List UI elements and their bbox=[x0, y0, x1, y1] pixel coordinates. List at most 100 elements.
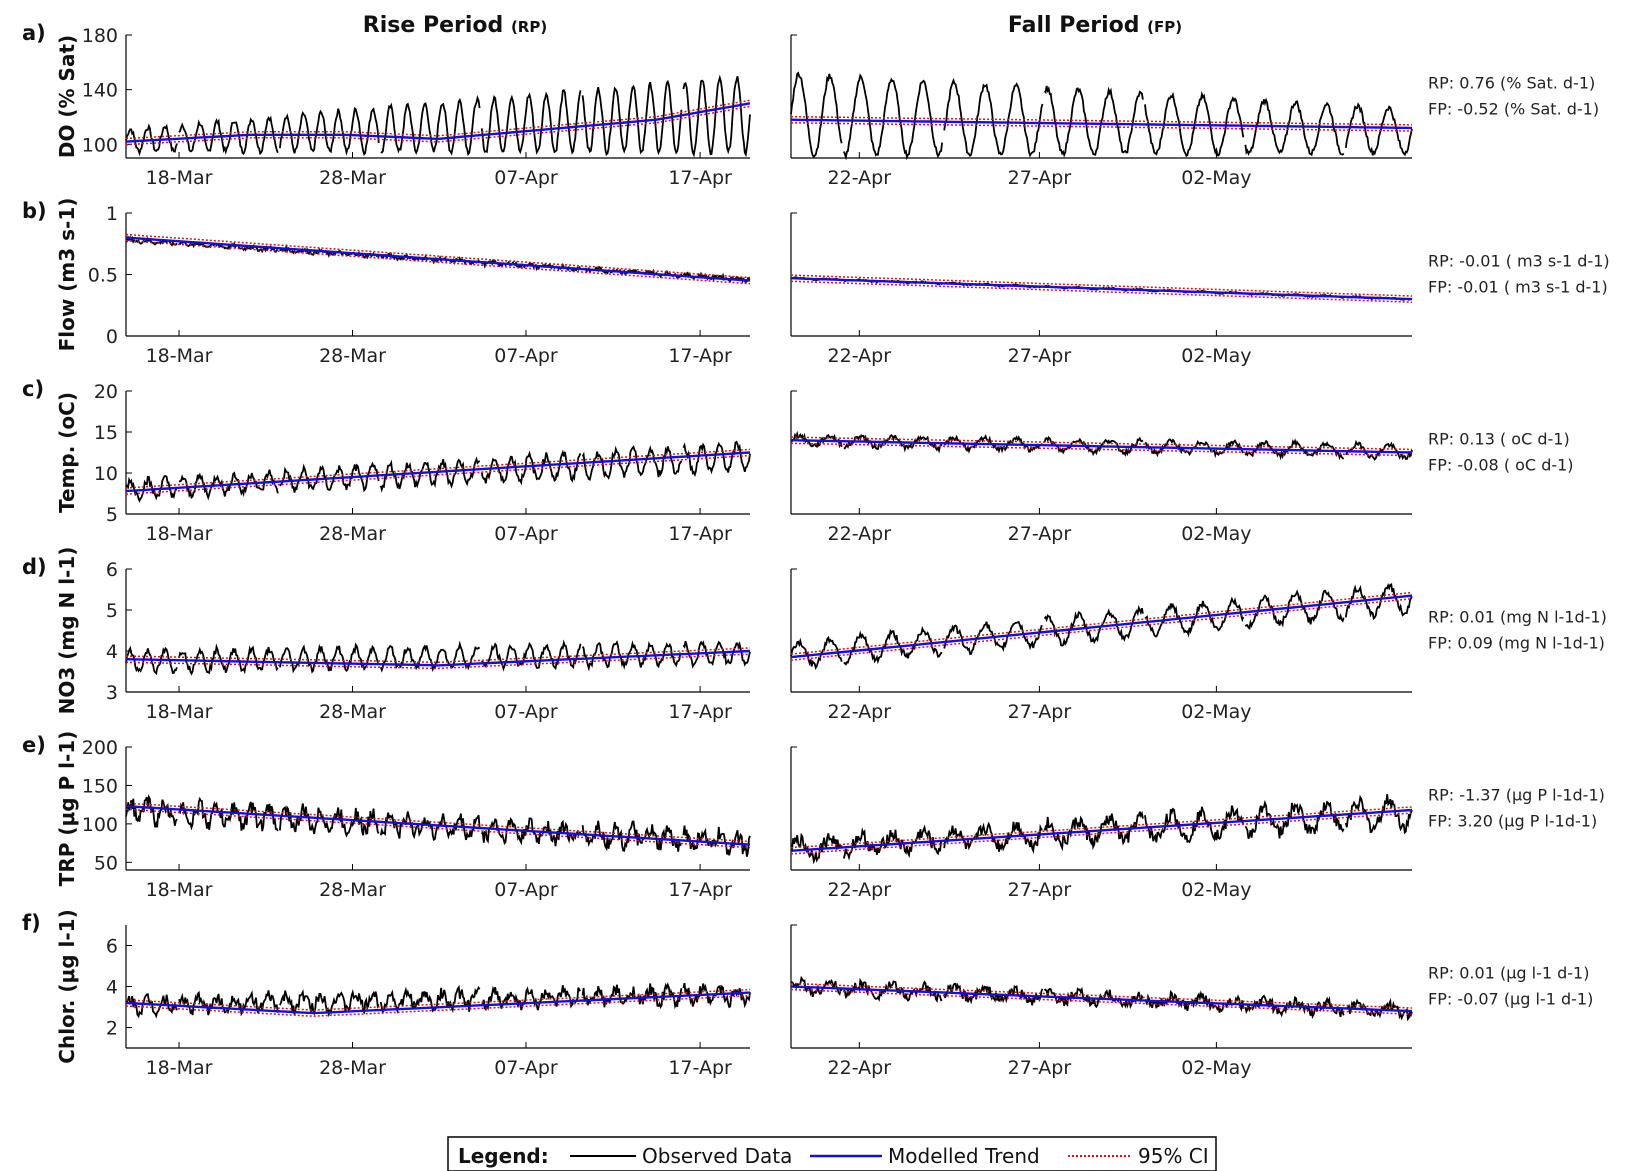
trend-line-fall-3 bbox=[790, 594, 1413, 659]
y-tick-label-3-2: 5 bbox=[106, 600, 118, 622]
observed-line-rise-2 bbox=[125, 440, 751, 503]
fall-period-title: Fall Period (FP) bbox=[1008, 13, 1182, 38]
trend-line-fall-2 bbox=[790, 439, 1413, 454]
observed-line-fall-3 bbox=[790, 582, 1413, 671]
x-tick-label-fall-2-2: 02-May bbox=[1181, 523, 1251, 545]
x-tick-label-rise-0-0: 18-Mar bbox=[146, 167, 213, 189]
legend-box bbox=[447, 1136, 1217, 1171]
y-tick-label-4-3: 200 bbox=[82, 737, 118, 759]
x-tick-label-fall-3-0: 22-Apr bbox=[828, 701, 892, 723]
y-tick-label-5-1: 4 bbox=[106, 977, 118, 999]
ci-upper-rise-4 bbox=[125, 802, 751, 843]
x-tick-label-rise-4-3: 17-Apr bbox=[668, 879, 732, 901]
y-tick-label-2-3: 20 bbox=[94, 381, 118, 403]
x-tick-label-rise-1-1: 28-Mar bbox=[319, 345, 386, 367]
ci-upper-rise-2 bbox=[125, 448, 751, 489]
trend-line-fall-0 bbox=[790, 118, 1413, 130]
panel-label-0: a) bbox=[22, 21, 46, 45]
rp-rate-4: RP: -1.37 (μg P l-1d-1) bbox=[1428, 786, 1605, 805]
fp-rate-0: FP: -0.52 (% Sat. d-1) bbox=[1428, 100, 1599, 119]
fall-title-text: Fall Period bbox=[1008, 13, 1140, 38]
legend-ci-label: 95% CI bbox=[1138, 1144, 1209, 1168]
fall-abbr-text: (FP) bbox=[1147, 18, 1182, 36]
panel-label-5: f) bbox=[22, 911, 41, 935]
x-tick-label-rise-3-0: 18-Mar bbox=[146, 701, 213, 723]
x-tick-label-fall-2-0: 22-Apr bbox=[828, 523, 892, 545]
y-axis-label-2: Temp. (oC) bbox=[55, 392, 79, 513]
ci-upper-fall-3 bbox=[790, 591, 1413, 655]
x-tick-label-rise-3-2: 07-Apr bbox=[494, 701, 558, 723]
y-axis-label-4: TRP (μg P l-1) bbox=[55, 731, 79, 887]
rise-abbr-text: (RP) bbox=[511, 18, 547, 36]
y-tick-label-0-2: 180 bbox=[82, 25, 118, 47]
x-tick-label-rise-4-1: 28-Mar bbox=[319, 879, 386, 901]
trend-line-fall-1 bbox=[790, 277, 1413, 301]
x-tick-label-fall-3-2: 02-May bbox=[1181, 701, 1251, 723]
ci-lower-rise-1 bbox=[125, 239, 751, 285]
rp-rate-2: RP: 0.13 ( oC d-1) bbox=[1428, 430, 1570, 449]
trend-line-rise-3 bbox=[125, 649, 751, 667]
x-tick-label-fall-4-2: 02-May bbox=[1181, 879, 1251, 901]
fp-rate-1: FP: -0.01 ( m3 s-1 d-1) bbox=[1428, 278, 1608, 297]
x-tick-label-fall-0-0: 22-Apr bbox=[828, 167, 892, 189]
x-tick-label-fall-0-2: 02-May bbox=[1181, 167, 1251, 189]
x-tick-label-rise-5-1: 28-Mar bbox=[319, 1057, 386, 1079]
ci-upper-rise-0 bbox=[125, 99, 751, 140]
observed-line-fall-4 bbox=[790, 794, 1413, 865]
ci-lower-fall-2 bbox=[790, 442, 1413, 457]
ci-upper-rise-5 bbox=[125, 988, 751, 1011]
fp-rate-2: FP: -0.08 ( oC d-1) bbox=[1428, 456, 1574, 475]
rp-rate-3: RP: 0.01 (mg N l-1d-1) bbox=[1428, 608, 1607, 627]
ci-lower-fall-5 bbox=[790, 988, 1413, 1015]
x-tick-label-rise-2-1: 28-Mar bbox=[319, 523, 386, 545]
ci-lower-rise-2 bbox=[125, 454, 751, 495]
x-tick-label-rise-2-3: 17-Apr bbox=[668, 523, 732, 545]
x-tick-label-fall-5-0: 22-Apr bbox=[828, 1057, 892, 1079]
x-tick-label-rise-3-1: 28-Mar bbox=[319, 701, 386, 723]
x-tick-label-rise-2-2: 07-Apr bbox=[494, 523, 558, 545]
fp-rate-5: FP: -0.07 (μg l-1 d-1) bbox=[1428, 990, 1593, 1009]
trend-line-rise-0 bbox=[125, 102, 751, 143]
rp-rate-1: RP: -0.01 ( m3 s-1 d-1) bbox=[1428, 252, 1610, 271]
x-tick-label-fall-4-0: 22-Apr bbox=[828, 879, 892, 901]
x-tick-label-fall-0-1: 27-Apr bbox=[1008, 167, 1072, 189]
ci-lower-rise-3 bbox=[125, 653, 751, 670]
legend-observed-label: Observed Data bbox=[642, 1144, 792, 1168]
ci-lower-rise-4 bbox=[125, 808, 751, 849]
x-tick-label-fall-1-1: 27-Apr bbox=[1008, 345, 1072, 367]
ci-upper-rise-1 bbox=[125, 233, 751, 279]
x-tick-label-rise-1-0: 18-Mar bbox=[146, 345, 213, 367]
x-tick-label-rise-5-2: 07-Apr bbox=[494, 1057, 558, 1079]
x-tick-label-rise-1-3: 17-Apr bbox=[668, 345, 732, 367]
y-tick-label-1-0: 0 bbox=[106, 326, 118, 348]
y-axis-label-1: Flow (m3 s-1) bbox=[55, 198, 79, 352]
x-tick-label-fall-3-1: 27-Apr bbox=[1008, 701, 1072, 723]
fp-rate-3: FP: 0.09 (mg N l-1d-1) bbox=[1428, 634, 1605, 653]
y-tick-label-2-0: 5 bbox=[106, 504, 118, 526]
x-tick-label-rise-0-3: 17-Apr bbox=[668, 167, 732, 189]
y-tick-label-2-2: 15 bbox=[94, 422, 118, 444]
y-tick-label-1-1: 0.5 bbox=[88, 265, 118, 287]
legend: Legend: Observed Data Modelled Trend 95%… bbox=[447, 1136, 1217, 1171]
y-axis-label-0: DO (% Sat) bbox=[55, 35, 79, 158]
y-tick-label-2-1: 10 bbox=[94, 463, 118, 485]
ci-lower-rise-0 bbox=[125, 105, 751, 146]
rp-rate-0: RP: 0.76 (% Sat. d-1) bbox=[1428, 74, 1595, 93]
ci-upper-fall-0 bbox=[790, 115, 1413, 126]
rp-rate-5: RP: 0.01 (μg l-1 d-1) bbox=[1428, 964, 1589, 983]
x-tick-label-rise-0-2: 07-Apr bbox=[494, 167, 558, 189]
x-tick-label-rise-5-3: 17-Apr bbox=[668, 1057, 732, 1079]
panel-label-3: d) bbox=[22, 555, 47, 579]
x-tick-label-fall-4-1: 27-Apr bbox=[1008, 879, 1072, 901]
ci-upper-fall-5 bbox=[790, 982, 1413, 1009]
x-tick-label-fall-5-2: 02-May bbox=[1181, 1057, 1251, 1079]
y-axis-label-3: NO3 (mg N l-1) bbox=[55, 547, 79, 715]
ci-lower-fall-3 bbox=[790, 597, 1413, 661]
ci-lower-fall-1 bbox=[790, 280, 1413, 303]
y-tick-label-1-2: 1 bbox=[106, 203, 118, 225]
y-axis-label-5: Chlor. (μg l-1) bbox=[55, 909, 79, 1063]
x-tick-label-rise-1-2: 07-Apr bbox=[494, 345, 558, 367]
y-tick-label-3-1: 4 bbox=[106, 641, 118, 663]
